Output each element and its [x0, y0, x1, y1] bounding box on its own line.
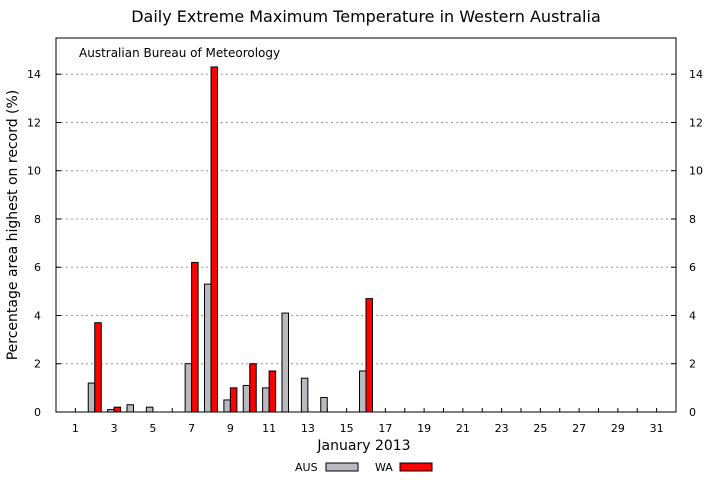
y-tick-label-right: 4	[689, 309, 696, 322]
legend-label-aus: AUS	[295, 461, 318, 474]
legend-swatch-aus	[325, 462, 359, 472]
y-tick-label-right: 14	[689, 68, 703, 81]
bar-aus-day-12	[281, 312, 289, 413]
bar-wa-day-9	[229, 387, 238, 413]
y-tick-label-left: 4	[34, 309, 41, 322]
bar-wa-day-2	[94, 322, 102, 413]
legend-swatch-wa	[399, 462, 433, 472]
x-tick-label: 15	[340, 422, 354, 435]
bar-aus-day-5	[145, 406, 154, 413]
x-axis-label: January 2013	[316, 438, 410, 454]
bar-aus-day-13	[300, 377, 309, 413]
x-tick-label: 11	[262, 422, 276, 435]
bar-aus-day-4	[126, 404, 134, 413]
bar-wa-day-7	[191, 261, 199, 413]
legend-label-wa: WA	[375, 461, 393, 474]
source-annotation: Australian Bureau of Meteorology	[79, 46, 280, 60]
bar-aus-day-2	[87, 382, 96, 413]
bar-aus-day-10	[242, 384, 251, 413]
bar-aus-day-9	[223, 399, 231, 413]
y-tick-label-right: 2	[689, 358, 696, 371]
y-tick-label-right: 10	[689, 165, 703, 178]
y-tick-label-left: 12	[27, 116, 41, 129]
y-tick-label-left: 2	[34, 358, 41, 371]
x-tick-label: 31	[650, 422, 664, 435]
x-tick-label: 17	[378, 422, 392, 435]
x-tick-label: 13	[301, 422, 315, 435]
x-tick-label: 23	[495, 422, 509, 435]
y-tick-label-left: 8	[34, 213, 41, 226]
x-tick-label: 1	[72, 422, 79, 435]
y-tick-label-right: 12	[689, 116, 703, 129]
x-tick-label: 7	[188, 422, 195, 435]
bar-aus-day-11	[262, 387, 270, 413]
bar-aus-day-14	[320, 397, 328, 413]
y-axis-left: 0 2 4 6 8 10 12 14	[27, 68, 61, 419]
y-axis-label: Percentage area highest on record (%)	[5, 90, 21, 361]
bar-aus-day-16	[359, 370, 367, 413]
y-tick-label-left: 6	[34, 261, 41, 274]
bar-aus-day-3	[107, 409, 115, 413]
bar-aus-day-7	[184, 363, 193, 413]
bar-wa-day-16	[365, 298, 373, 413]
x-tick-label: 19	[417, 422, 431, 435]
x-tick-label: 3	[111, 422, 118, 435]
y-tick-label-right: 0	[689, 406, 696, 419]
bar-wa-day-11	[268, 370, 277, 413]
y-tick-label-right: 6	[689, 261, 696, 274]
x-tick-label: 21	[456, 422, 470, 435]
x-tick-label: 9	[227, 422, 234, 435]
x-tick-label: 27	[572, 422, 586, 435]
bar-aus-day-8	[204, 283, 212, 413]
bar-wa-day-3	[113, 406, 122, 413]
x-axis: 1 3 5 7 9 11 13 15 17 19 21 23 25 27 29 31	[72, 408, 664, 435]
x-tick-label: 29	[611, 422, 625, 435]
y-axis-right: 0 2 4 6 8 10 12 14	[671, 68, 703, 419]
chart-title: Daily Extreme Maximum Temperature in Wes…	[131, 7, 601, 26]
x-tick-label: 5	[149, 422, 156, 435]
y-tick-label-left: 0	[34, 406, 41, 419]
y-tick-label-left: 10	[27, 165, 41, 178]
y-tick-label-right: 8	[689, 213, 696, 226]
legend: AUS WA	[295, 461, 433, 474]
bar-wa-day-8	[210, 66, 218, 413]
x-tick-label: 25	[533, 422, 547, 435]
y-tick-label-left: 14	[27, 68, 41, 81]
bar-wa-day-10	[249, 363, 257, 413]
bars	[87, 66, 373, 413]
